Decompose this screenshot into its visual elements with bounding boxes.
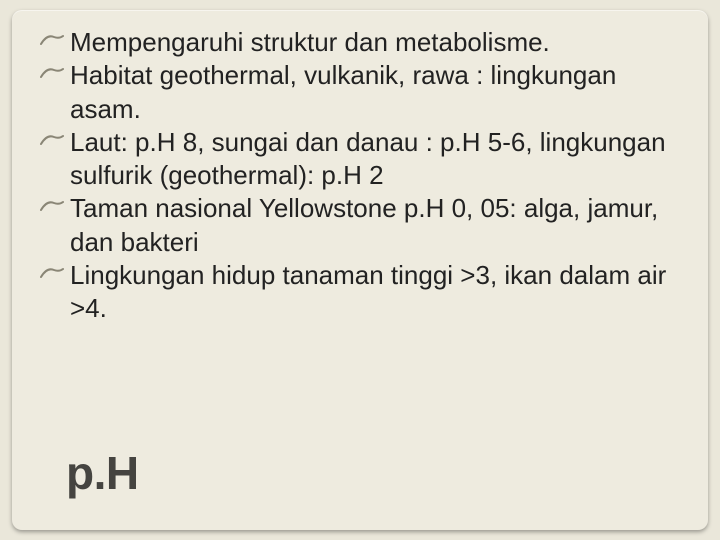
slide-card: Mempengaruhi struktur dan metabolisme. H… <box>12 10 708 530</box>
bullet-text: Taman nasional Yellowstone p.H 0, 05: al… <box>70 193 658 256</box>
bullet-icon <box>40 126 66 158</box>
bullet-item: Habitat geothermal, vulkanik, rawa : lin… <box>40 59 680 126</box>
bullet-text: Habitat geothermal, vulkanik, rawa : lin… <box>70 60 616 123</box>
bullet-item: Lingkungan hidup tanaman tinggi >3, ikan… <box>40 259 680 326</box>
bullet-text: Lingkungan hidup tanaman tinggi >3, ikan… <box>70 260 666 323</box>
slide-body: Mempengaruhi struktur dan metabolisme. H… <box>40 26 680 325</box>
bullet-text: Mempengaruhi struktur dan metabolisme. <box>70 27 550 57</box>
bullet-text: Laut: p.H 8, sungai dan danau : p.H 5-6,… <box>70 127 666 190</box>
bullet-icon <box>40 192 66 224</box>
bullet-item: Laut: p.H 8, sungai dan danau : p.H 5-6,… <box>40 126 680 193</box>
bullet-icon <box>40 26 66 58</box>
bullet-item: Taman nasional Yellowstone p.H 0, 05: al… <box>40 192 680 259</box>
slide-title: p.H <box>66 446 139 500</box>
bullet-icon <box>40 259 66 291</box>
bullet-item: Mempengaruhi struktur dan metabolisme. <box>40 26 680 59</box>
bullet-icon <box>40 59 66 91</box>
